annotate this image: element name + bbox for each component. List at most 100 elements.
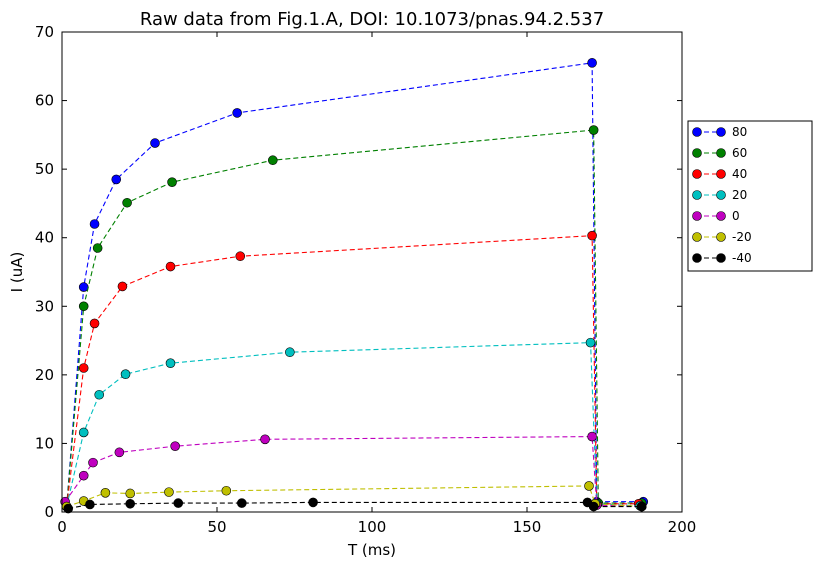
- x-tick-label: 150: [513, 518, 542, 536]
- data-point: [125, 498, 135, 509]
- data-point: [260, 434, 270, 445]
- data-point: [92, 243, 103, 253]
- data-point: [165, 358, 176, 369]
- y-tick-label: 70: [35, 23, 54, 41]
- data-point: [78, 282, 89, 292]
- series-line: [66, 342, 641, 507]
- data-point: [587, 58, 597, 68]
- legend-label: 60: [732, 146, 747, 160]
- data-point: [588, 501, 599, 512]
- data-point: [235, 251, 246, 262]
- x-tick-label: 0: [57, 518, 67, 536]
- series-line: [64, 436, 642, 508]
- data-point: [232, 108, 242, 118]
- data-point: [117, 281, 128, 292]
- series--40: [63, 497, 647, 514]
- y-tick-label: 30: [35, 297, 54, 315]
- legend-marker: [692, 190, 702, 200]
- data-point: [170, 441, 180, 451]
- series-20: [61, 337, 645, 512]
- data-point: [221, 485, 232, 496]
- data-point: [125, 488, 135, 499]
- x-tick-label: 50: [207, 518, 226, 536]
- legend-marker: [716, 232, 726, 242]
- data-point: [78, 470, 89, 481]
- data-point: [78, 301, 89, 312]
- data-point: [588, 125, 599, 135]
- legend-label: -40: [732, 251, 752, 265]
- plot-area: [60, 58, 649, 514]
- legend-marker: [716, 211, 726, 221]
- data-point: [267, 155, 278, 166]
- data-point: [150, 138, 160, 148]
- data-point: [587, 431, 597, 442]
- series-80: [61, 58, 649, 512]
- data-point: [78, 427, 89, 438]
- series-line: [68, 501, 642, 510]
- legend-item: -20: [692, 230, 752, 244]
- chart-title: Raw data from Fig.1.A, DOI: 10.1073/pnas…: [140, 9, 604, 30]
- axes: 0 50 100 150 200 0 10 20 30 40 50 60 70: [35, 23, 696, 536]
- legend-marker: [716, 148, 726, 158]
- legend-marker: [692, 253, 702, 263]
- data-point: [584, 481, 594, 491]
- legend-label: -20: [732, 230, 752, 244]
- data-point: [237, 498, 247, 508]
- data-point: [85, 499, 95, 510]
- data-point: [63, 503, 73, 514]
- y-tick-label: 60: [35, 92, 54, 110]
- y-axis-label: I (uA): [8, 252, 26, 293]
- x-tick-label: 200: [668, 518, 697, 536]
- legend-box: [687, 120, 813, 272]
- legend-label: 0: [732, 209, 740, 223]
- y-tick-label: 40: [35, 229, 54, 247]
- legend-marker: [692, 232, 702, 242]
- legend-marker: [716, 169, 726, 179]
- legend-item: 0: [692, 209, 740, 223]
- data-point: [636, 501, 647, 512]
- data-point: [308, 497, 318, 508]
- x-tick-label: 100: [358, 518, 387, 536]
- legend-item: 20: [692, 188, 747, 202]
- data-point: [111, 174, 122, 185]
- data-point: [100, 487, 111, 498]
- data-point: [164, 487, 174, 497]
- series-line: [66, 129, 642, 507]
- data-point: [94, 389, 104, 400]
- series-60: [61, 125, 647, 512]
- y-tick-label: 20: [35, 366, 54, 384]
- legend-marker: [716, 253, 726, 263]
- data-point: [285, 347, 295, 358]
- data-point: [114, 447, 125, 458]
- series-0: [60, 431, 647, 512]
- data-point: [587, 230, 597, 241]
- y-tick-label: 50: [35, 160, 54, 178]
- series--20: [61, 481, 647, 512]
- data-point: [89, 219, 100, 229]
- x-axis-label: T (ms): [347, 541, 396, 559]
- data-point: [585, 337, 596, 348]
- data-point: [167, 177, 177, 187]
- legend-marker: [692, 169, 702, 179]
- legend-marker: [692, 127, 702, 137]
- series-line: [66, 485, 642, 508]
- legend-marker: [716, 127, 726, 137]
- legend-label: 80: [732, 125, 747, 139]
- legend-label: 40: [732, 167, 747, 181]
- data-point: [88, 457, 98, 468]
- legend-item: 40: [692, 167, 747, 181]
- legend-item: 60: [692, 146, 747, 160]
- legend: 80 60 40 20 0 -20 -40: [687, 120, 813, 272]
- legend-label: 20: [732, 188, 747, 202]
- data-point: [78, 363, 89, 373]
- series-40: [61, 230, 644, 512]
- legend-marker: [716, 190, 726, 200]
- data-point: [89, 318, 100, 329]
- data-point: [122, 197, 132, 208]
- data-point: [173, 498, 184, 508]
- data-point: [165, 261, 176, 272]
- data-point: [120, 369, 131, 379]
- legend-item: -40: [692, 251, 752, 265]
- series-line: [66, 62, 644, 507]
